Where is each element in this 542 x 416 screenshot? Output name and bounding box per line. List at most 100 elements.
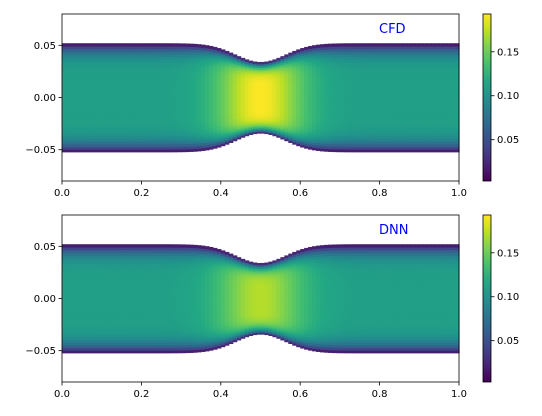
field-cell bbox=[300, 104, 305, 108]
field-cell bbox=[240, 81, 246, 85]
field-cell bbox=[212, 130, 218, 134]
field-cell bbox=[73, 75, 79, 80]
field-cell bbox=[145, 62, 150, 66]
field-cell bbox=[200, 105, 206, 109]
field-cell bbox=[169, 81, 174, 85]
field-cell bbox=[335, 135, 341, 139]
field-cell bbox=[141, 333, 146, 338]
field-cell bbox=[62, 284, 67, 289]
field-cell bbox=[296, 75, 301, 79]
field-cell bbox=[216, 109, 222, 113]
field-cell bbox=[288, 79, 293, 83]
field-cell bbox=[200, 49, 206, 54]
field-cell bbox=[427, 64, 432, 69]
field-cell bbox=[189, 143, 194, 147]
field-cell bbox=[343, 94, 349, 99]
field-cell bbox=[327, 124, 333, 128]
field-cell bbox=[296, 92, 301, 96]
field-cell bbox=[240, 73, 246, 77]
field-cell bbox=[371, 138, 377, 142]
field-cell bbox=[264, 122, 270, 126]
field-cell bbox=[101, 309, 107, 313]
field-cell bbox=[371, 83, 377, 88]
field-cell bbox=[272, 108, 277, 112]
field-cell bbox=[177, 130, 182, 134]
field-cell bbox=[359, 54, 365, 58]
field-cell bbox=[137, 43, 142, 47]
field-cell bbox=[153, 121, 158, 126]
field-cell bbox=[327, 145, 333, 150]
field-cell bbox=[260, 88, 266, 91]
field-cell bbox=[288, 81, 293, 85]
field-cell bbox=[185, 62, 190, 66]
field-cell bbox=[145, 102, 150, 107]
field-cell bbox=[327, 132, 333, 136]
field-cell bbox=[62, 121, 67, 126]
field-cell bbox=[447, 43, 452, 47]
field-cell bbox=[185, 100, 190, 104]
field-cell bbox=[109, 303, 115, 308]
field-cell bbox=[272, 116, 277, 120]
field-cell bbox=[149, 113, 154, 118]
field-cell bbox=[77, 306, 83, 310]
field-cell bbox=[324, 108, 329, 112]
field-cell bbox=[300, 124, 305, 128]
field-cell bbox=[347, 132, 353, 137]
field-cell bbox=[268, 93, 274, 97]
field-cell bbox=[264, 110, 270, 113]
field-cell bbox=[216, 50, 222, 54]
field-cell bbox=[435, 143, 440, 147]
field-cell bbox=[101, 333, 107, 338]
field-cell bbox=[351, 119, 357, 123]
field-cell bbox=[395, 97, 401, 101]
field-cell bbox=[300, 127, 305, 131]
field-cell bbox=[419, 64, 424, 69]
field-cell bbox=[173, 51, 178, 55]
field-cell bbox=[260, 83, 266, 86]
field-cell bbox=[93, 255, 99, 259]
field-cell bbox=[105, 252, 111, 256]
field-cell bbox=[145, 43, 150, 47]
field-cell bbox=[69, 108, 75, 112]
field-cell bbox=[260, 131, 266, 134]
field-cell bbox=[105, 290, 111, 294]
field-cell bbox=[212, 49, 218, 53]
field-cell bbox=[443, 111, 448, 115]
field-cell bbox=[228, 124, 234, 128]
field-cell bbox=[351, 100, 357, 104]
field-cell bbox=[316, 116, 321, 120]
field-cell bbox=[375, 113, 381, 118]
field-cell bbox=[101, 290, 107, 294]
field-cell bbox=[133, 73, 139, 77]
field-cell bbox=[153, 113, 158, 118]
field-cell bbox=[97, 341, 103, 346]
field-cell bbox=[339, 148, 345, 153]
field-cell bbox=[129, 274, 135, 278]
field-cell bbox=[359, 62, 365, 66]
field-cell bbox=[157, 135, 162, 139]
field-cell bbox=[81, 78, 87, 82]
field-cell bbox=[244, 91, 250, 95]
field-cell bbox=[173, 116, 178, 120]
field-cell bbox=[451, 51, 456, 55]
field-cell bbox=[149, 260, 154, 264]
field-cell bbox=[232, 71, 238, 75]
field-cell bbox=[284, 78, 289, 81]
field-cell bbox=[137, 325, 142, 329]
field-cell bbox=[216, 142, 222, 146]
field-cell bbox=[97, 105, 103, 109]
field-cell bbox=[300, 85, 305, 89]
field-cell bbox=[93, 121, 99, 126]
field-cell bbox=[435, 119, 440, 123]
field-cell bbox=[117, 149, 123, 153]
field-cell bbox=[62, 146, 67, 150]
field-cell bbox=[81, 70, 87, 74]
field-cell bbox=[324, 100, 329, 104]
field-cell bbox=[208, 105, 214, 109]
field-cell bbox=[447, 105, 452, 109]
field-cell bbox=[324, 105, 329, 109]
field-cell bbox=[101, 146, 107, 150]
field-cell bbox=[165, 78, 170, 82]
field-cell bbox=[312, 66, 317, 70]
field-cell bbox=[423, 97, 428, 101]
